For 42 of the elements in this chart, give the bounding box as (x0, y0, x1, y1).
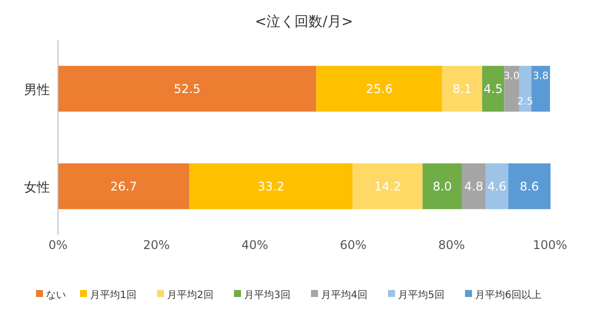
bar (462, 163, 486, 210)
legend-label: 月平均3回 (244, 289, 290, 301)
x-tick-label: 0% (48, 238, 68, 252)
bar (531, 66, 550, 112)
data-label: 3.0 (504, 70, 520, 82)
bar (58, 163, 190, 210)
x-tick-label: 60% (340, 238, 367, 252)
data-label: 3.8 (532, 70, 549, 82)
data-label: 25.6 (366, 82, 393, 96)
legend-label: ない (46, 290, 66, 301)
data-label: 4.6 (487, 179, 506, 194)
x-tick-label: 40% (241, 238, 268, 252)
legend-label: 月平均6回以上 (475, 289, 542, 301)
bar (482, 66, 504, 112)
data-label: 8.0 (432, 179, 452, 194)
bar (352, 163, 423, 210)
data-label: 4.5 (484, 82, 503, 96)
y-tick-label: 女性 (24, 180, 50, 196)
data-label: 52.5 (174, 82, 201, 96)
legend-label: 月平均2回 (167, 289, 214, 301)
bar (442, 66, 482, 112)
data-label: 8.1 (452, 82, 472, 96)
bar (189, 163, 353, 210)
x-tick-label: 100% (532, 238, 568, 252)
bar (422, 163, 462, 210)
bar (508, 163, 550, 210)
bar (316, 66, 442, 112)
bar (486, 163, 508, 210)
data-label: 26.7 (110, 179, 138, 194)
bar (58, 66, 316, 112)
y-tick-label: 男性 (24, 82, 50, 98)
data-label: 4.8 (464, 179, 484, 194)
bar (504, 66, 520, 112)
chart-title: <泣く回数/月> (254, 14, 354, 30)
legend-label: 月平均1回 (90, 289, 136, 301)
x-tick-label: 80% (438, 238, 465, 252)
x-tick-label: 20% (143, 238, 170, 252)
legend-label: 月平均5回 (398, 289, 444, 301)
data-label: 8.6 (520, 179, 539, 194)
data-label: 33.2 (258, 179, 284, 194)
data-label: 14.2 (374, 179, 401, 194)
legend-label: 月平均4回 (321, 289, 368, 301)
